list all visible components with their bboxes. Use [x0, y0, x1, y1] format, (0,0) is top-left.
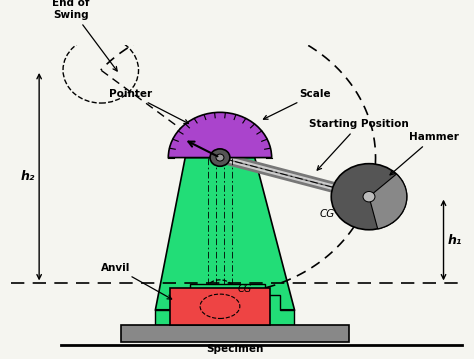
Text: Anvil: Anvil	[101, 263, 172, 299]
Text: CG: CG	[238, 284, 252, 294]
Text: Pointer: Pointer	[109, 89, 189, 123]
Circle shape	[363, 191, 375, 202]
Text: h₁: h₁	[447, 233, 462, 247]
Circle shape	[331, 164, 407, 230]
Text: End of
Swing: End of Swing	[52, 0, 117, 71]
Text: h₂: h₂	[21, 170, 35, 183]
Text: Specimen: Specimen	[206, 344, 264, 354]
Wedge shape	[369, 174, 407, 229]
Circle shape	[210, 149, 230, 166]
Text: Starting Position: Starting Position	[310, 119, 409, 170]
Text: Scale: Scale	[264, 89, 331, 119]
Polygon shape	[155, 284, 294, 325]
Polygon shape	[155, 158, 294, 310]
FancyBboxPatch shape	[170, 288, 270, 325]
Text: CG: CG	[319, 209, 335, 219]
Text: Hammer: Hammer	[390, 132, 459, 175]
Circle shape	[216, 154, 224, 161]
Wedge shape	[168, 112, 272, 158]
FancyBboxPatch shape	[120, 325, 349, 342]
